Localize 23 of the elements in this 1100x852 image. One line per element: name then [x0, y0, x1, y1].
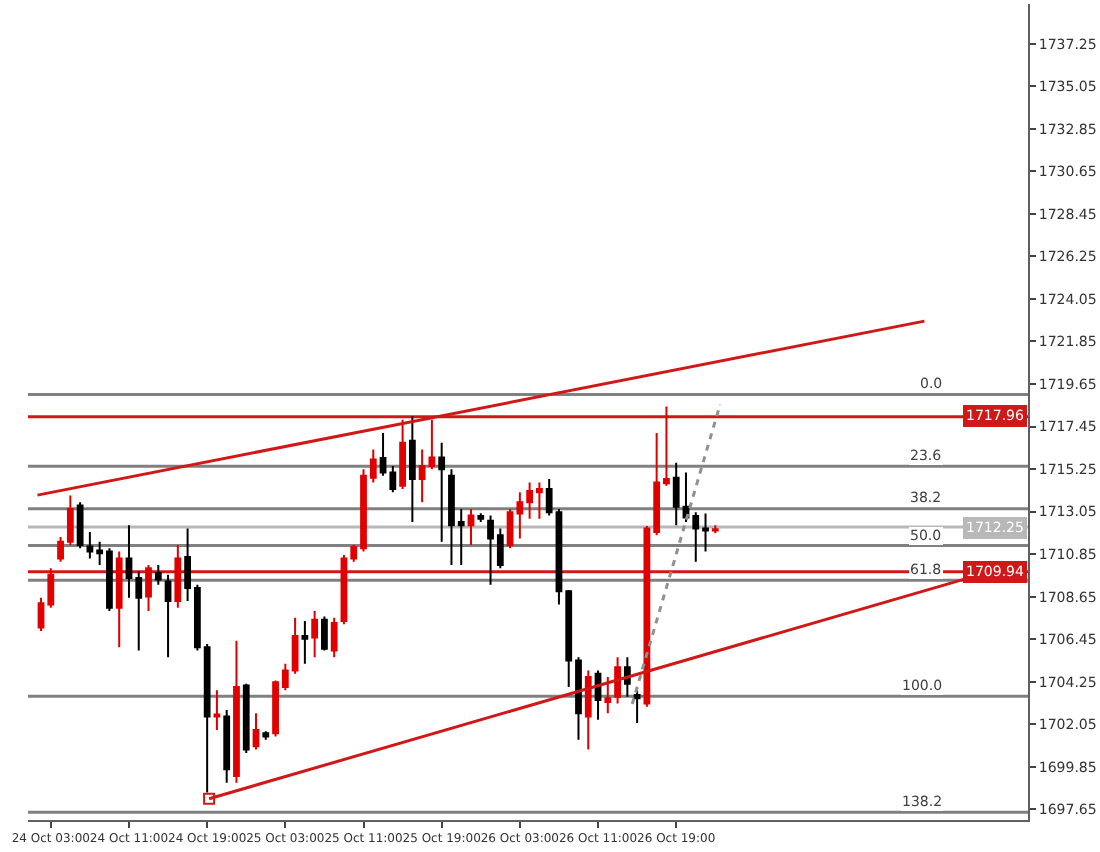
candlestick [321, 615, 328, 652]
candlestick [262, 730, 270, 741]
candlestick [164, 573, 172, 659]
candlestick [584, 669, 592, 751]
candlestick [399, 418, 406, 490]
candlestick [115, 550, 123, 649]
candlestick [233, 639, 240, 784]
candlestick [223, 708, 231, 784]
candlestick [213, 689, 221, 731]
candlestick [252, 712, 260, 751]
candlestick [408, 415, 416, 524]
candlestick [301, 620, 309, 665]
candlestick [711, 524, 719, 535]
candlestick [311, 609, 319, 659]
candlestick [145, 563, 152, 612]
candlestick [154, 563, 162, 586]
candlestick [242, 682, 250, 754]
candlestick [174, 544, 182, 609]
candlestick [477, 512, 485, 524]
candlestick [467, 507, 475, 547]
candlestick [633, 689, 641, 725]
candlestick [438, 441, 446, 543]
candlestick [330, 616, 338, 659]
